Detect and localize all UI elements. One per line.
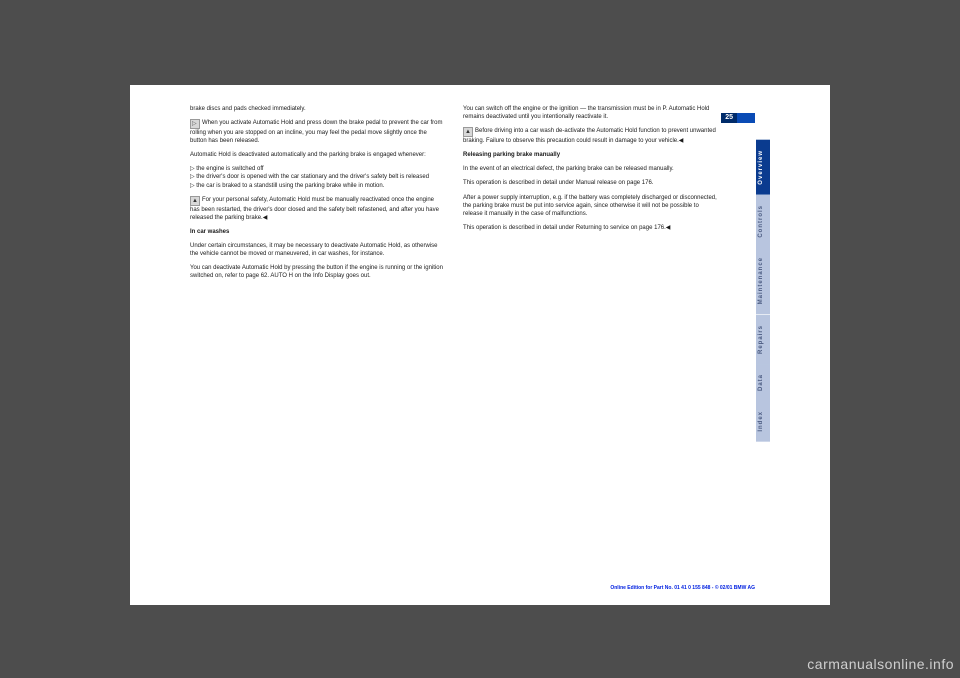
- text-columns: brake discs and pads checked immediately…: [190, 105, 730, 286]
- para-text: When you activate Automatic Hold and pre…: [202, 120, 382, 126]
- page-number-stripe: [737, 113, 755, 123]
- footer-text: Online Edition for Part No. 01 41 0 155 …: [610, 585, 755, 591]
- warning-block: For your personal safety, Automatic Hold…: [190, 196, 445, 222]
- list-item: the driver's door is opened with the car…: [196, 174, 429, 180]
- note-block: When you activate Automatic Hold and pre…: [190, 119, 445, 145]
- list-item: the engine is switched off: [196, 166, 263, 172]
- para: After a power supply interruption, e.g. …: [463, 194, 718, 218]
- heading: Releasing parking brake manually: [463, 151, 718, 159]
- para: You can switch off the engine or the ign…: [463, 105, 718, 121]
- tab-controls[interactable]: Controls: [756, 195, 770, 248]
- para: You can deactivate Automatic Hold by pre…: [190, 264, 445, 280]
- heading-text: Releasing parking brake manually: [463, 152, 560, 158]
- right-column: You can switch off the engine or the ign…: [463, 105, 718, 286]
- side-tabs: Overview Controls Maintenance Repairs Da…: [756, 140, 770, 441]
- note-icon: [190, 119, 200, 129]
- tab-index[interactable]: Index: [756, 401, 770, 442]
- para: Automatic Hold is deactivated automatica…: [190, 151, 445, 159]
- para: In the event of an electrical defect, th…: [463, 165, 718, 173]
- watermark: carmanualsonline.info: [807, 656, 954, 672]
- warning-icon: [463, 127, 473, 137]
- list-item: the car is braked to a standstill using …: [196, 183, 384, 189]
- tab-overview[interactable]: Overview: [756, 140, 770, 195]
- para: This operation is described in detail un…: [463, 224, 718, 232]
- para: brake discs and pads checked immediately…: [190, 105, 445, 113]
- warning-icon: [190, 196, 200, 206]
- tab-data[interactable]: Data: [756, 364, 770, 401]
- heading-text: In car washes: [190, 229, 229, 235]
- warning-block: Before driving into a car wash de-activa…: [463, 127, 718, 145]
- left-column: brake discs and pads checked immediately…: [190, 105, 445, 286]
- para: Under certain circumstances, it may be n…: [190, 242, 445, 258]
- heading: In car washes: [190, 228, 445, 236]
- tab-repairs[interactable]: Repairs: [756, 315, 770, 364]
- para-text: For your personal safety, Automatic Hold…: [202, 197, 391, 203]
- para: This operation is described in detail un…: [463, 179, 718, 187]
- para-text: Before driving into a car wash de-activa…: [475, 128, 661, 134]
- tab-maintenance[interactable]: Maintenance: [756, 247, 770, 314]
- content-area: brake discs and pads checked immediately…: [190, 105, 730, 286]
- manual-page: 25 Overview Controls Maintenance Repairs…: [130, 85, 830, 605]
- list: ▷ the engine is switched off ▷ the drive…: [190, 165, 445, 189]
